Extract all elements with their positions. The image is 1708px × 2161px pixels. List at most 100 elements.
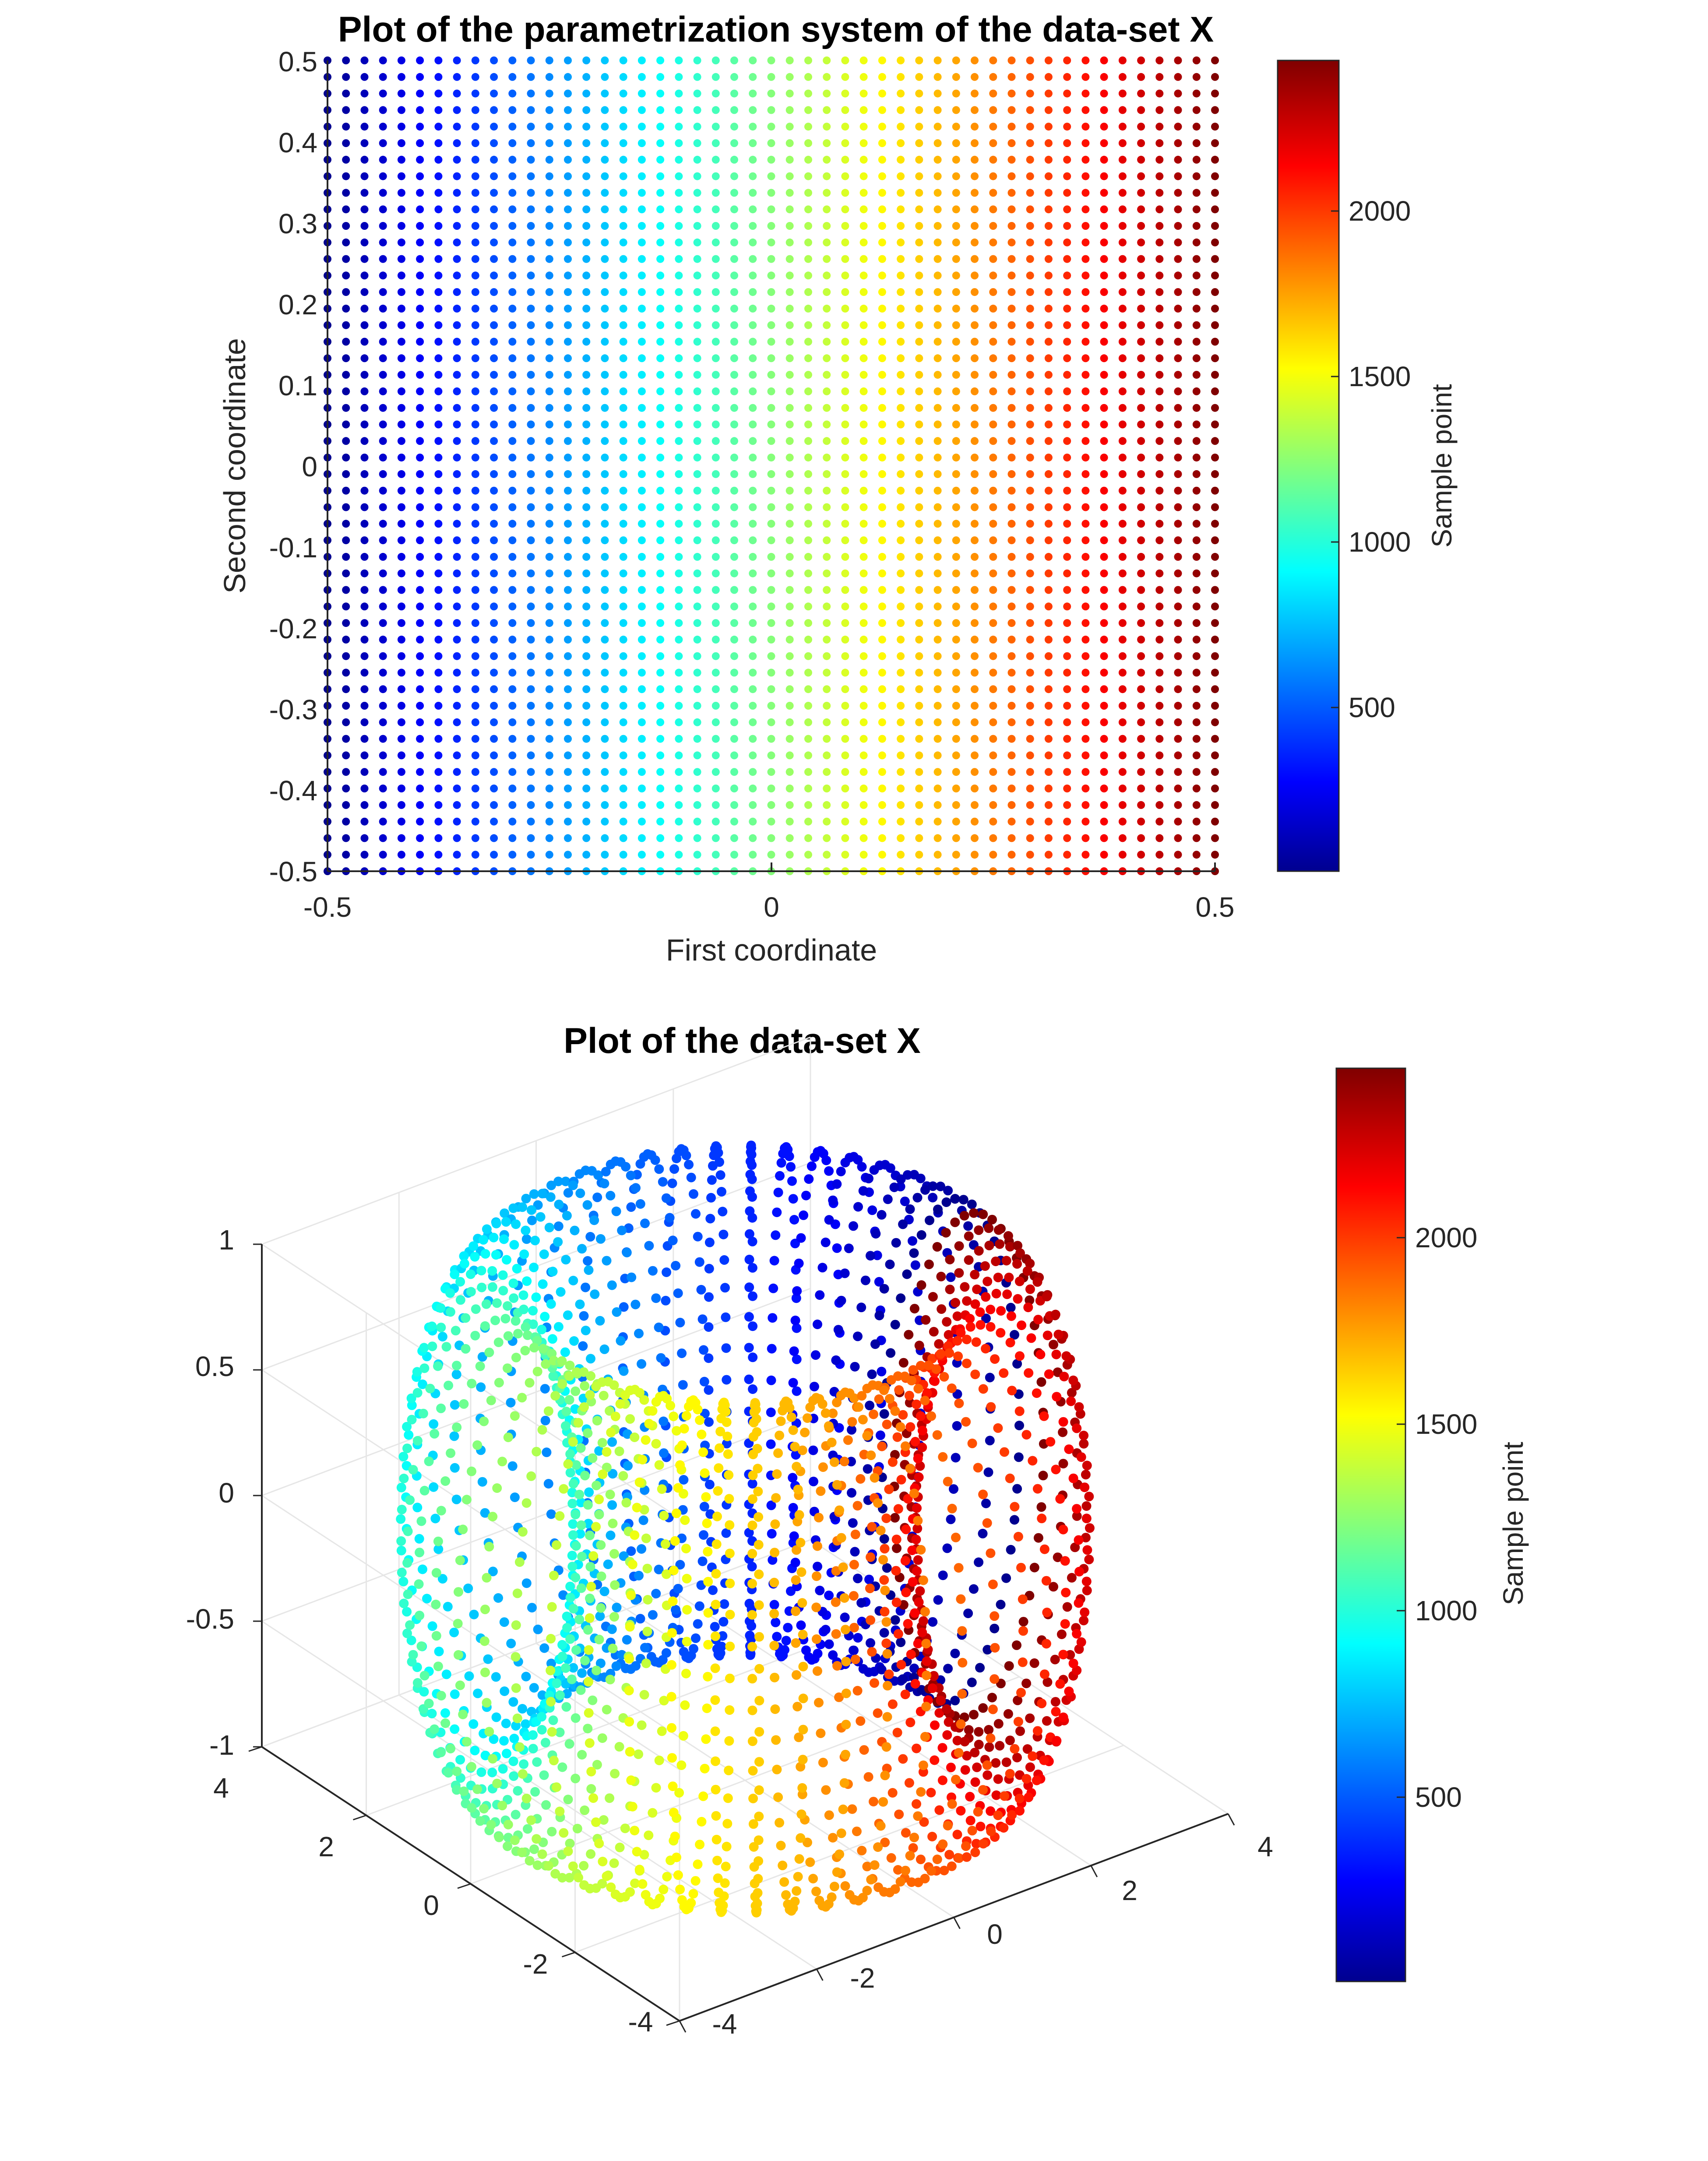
scatter-point bbox=[545, 106, 553, 114]
scatter-point bbox=[637, 123, 646, 131]
scatter-point bbox=[1211, 73, 1219, 81]
torus-point bbox=[920, 1185, 930, 1195]
scatter-point bbox=[1007, 652, 1016, 660]
torus-point bbox=[1064, 1444, 1074, 1454]
torus-point bbox=[967, 1677, 977, 1687]
scatter-point bbox=[1081, 801, 1090, 809]
scatter-point bbox=[379, 271, 387, 280]
torus-point bbox=[857, 1846, 867, 1855]
torus-point bbox=[637, 1720, 647, 1730]
scatter-point bbox=[379, 685, 387, 693]
torus-point bbox=[568, 1530, 578, 1540]
torus-point bbox=[723, 1449, 733, 1459]
torus-point bbox=[654, 1322, 664, 1332]
torus-point bbox=[766, 1439, 776, 1449]
torus-point bbox=[577, 1552, 587, 1562]
torus-point bbox=[749, 1842, 759, 1852]
torus-point bbox=[1076, 1637, 1086, 1647]
scatter-point bbox=[434, 271, 443, 280]
scatter-point bbox=[619, 785, 627, 792]
scatter-point bbox=[342, 354, 350, 363]
torus-point bbox=[459, 1786, 469, 1796]
scatter-point bbox=[379, 123, 387, 131]
scatter-point bbox=[1007, 735, 1016, 743]
torus-point bbox=[402, 1628, 412, 1638]
torus-point bbox=[863, 1464, 873, 1474]
scatter-point bbox=[434, 470, 443, 478]
torus-point bbox=[912, 1399, 922, 1409]
scatter-point bbox=[989, 437, 997, 445]
scatter-point bbox=[342, 420, 350, 429]
scatter-point bbox=[656, 619, 665, 627]
scatter-point bbox=[878, 420, 886, 429]
scatter-point bbox=[804, 834, 812, 842]
scatter-point bbox=[1137, 785, 1145, 792]
scatter-point bbox=[1137, 321, 1145, 329]
torus-point bbox=[920, 1607, 930, 1617]
scatter-point bbox=[582, 503, 591, 511]
torus-point bbox=[570, 1225, 580, 1235]
torus-point bbox=[814, 1698, 824, 1707]
scatter-point bbox=[823, 619, 831, 627]
scatter-point bbox=[785, 354, 794, 363]
scatter-point bbox=[823, 470, 831, 478]
torus-point bbox=[424, 1699, 434, 1708]
scatter-point bbox=[730, 470, 738, 478]
scatter-point bbox=[582, 569, 591, 577]
scatter-point bbox=[749, 139, 757, 147]
scatter-point bbox=[601, 486, 609, 495]
scatter-point bbox=[693, 669, 701, 677]
torus-point bbox=[999, 1368, 1009, 1378]
scatter-point bbox=[1044, 123, 1053, 131]
scatter-point bbox=[360, 304, 369, 313]
scatter-point bbox=[804, 635, 812, 644]
scatter-point bbox=[434, 172, 443, 180]
scatter-point bbox=[785, 172, 794, 180]
torus-point bbox=[454, 1587, 463, 1597]
scatter-point bbox=[1026, 454, 1034, 462]
torus-point bbox=[890, 1450, 900, 1460]
torus-point bbox=[712, 1511, 722, 1521]
scatter-point bbox=[601, 569, 609, 577]
torus-point bbox=[919, 1817, 929, 1827]
torus-point bbox=[430, 1513, 440, 1524]
scatter-point bbox=[915, 321, 923, 329]
scatter-point bbox=[1044, 238, 1053, 246]
scatter-point bbox=[730, 801, 738, 809]
torus-point bbox=[657, 1726, 667, 1736]
scatter-point bbox=[1007, 205, 1016, 214]
torus-point bbox=[792, 1461, 802, 1471]
torus-point bbox=[440, 1718, 451, 1728]
torus-point bbox=[429, 1419, 439, 1429]
scatter-point bbox=[1026, 685, 1034, 693]
torus-point bbox=[832, 1480, 842, 1490]
scatter-point bbox=[527, 404, 535, 412]
torus-point bbox=[635, 1199, 645, 1209]
scatter-point bbox=[1081, 73, 1090, 81]
scatter-point bbox=[1211, 89, 1219, 98]
scatter-point bbox=[342, 536, 350, 545]
scatter-point bbox=[545, 851, 553, 859]
torus-point bbox=[648, 1266, 658, 1276]
scatter-point bbox=[1026, 768, 1034, 776]
torus-point bbox=[484, 1542, 494, 1552]
scatter-point bbox=[1155, 222, 1164, 230]
scatter-point bbox=[434, 205, 443, 214]
scatter-point bbox=[1137, 420, 1145, 429]
torus-point bbox=[967, 1438, 977, 1448]
scatter-point bbox=[989, 354, 997, 363]
scatter-point bbox=[749, 834, 757, 842]
scatter-point bbox=[1063, 520, 1071, 528]
scatter-point bbox=[342, 222, 350, 230]
scatter-point bbox=[1007, 602, 1016, 611]
torus-point bbox=[828, 1408, 838, 1418]
scatter-point bbox=[933, 801, 942, 809]
scatter-point bbox=[1155, 420, 1164, 429]
scatter-point bbox=[1063, 338, 1071, 346]
scatter-point bbox=[767, 238, 775, 246]
scatter-point bbox=[619, 271, 627, 280]
scatter-point bbox=[453, 834, 461, 842]
scatter-point bbox=[637, 553, 646, 561]
scatter-point bbox=[1118, 652, 1127, 660]
